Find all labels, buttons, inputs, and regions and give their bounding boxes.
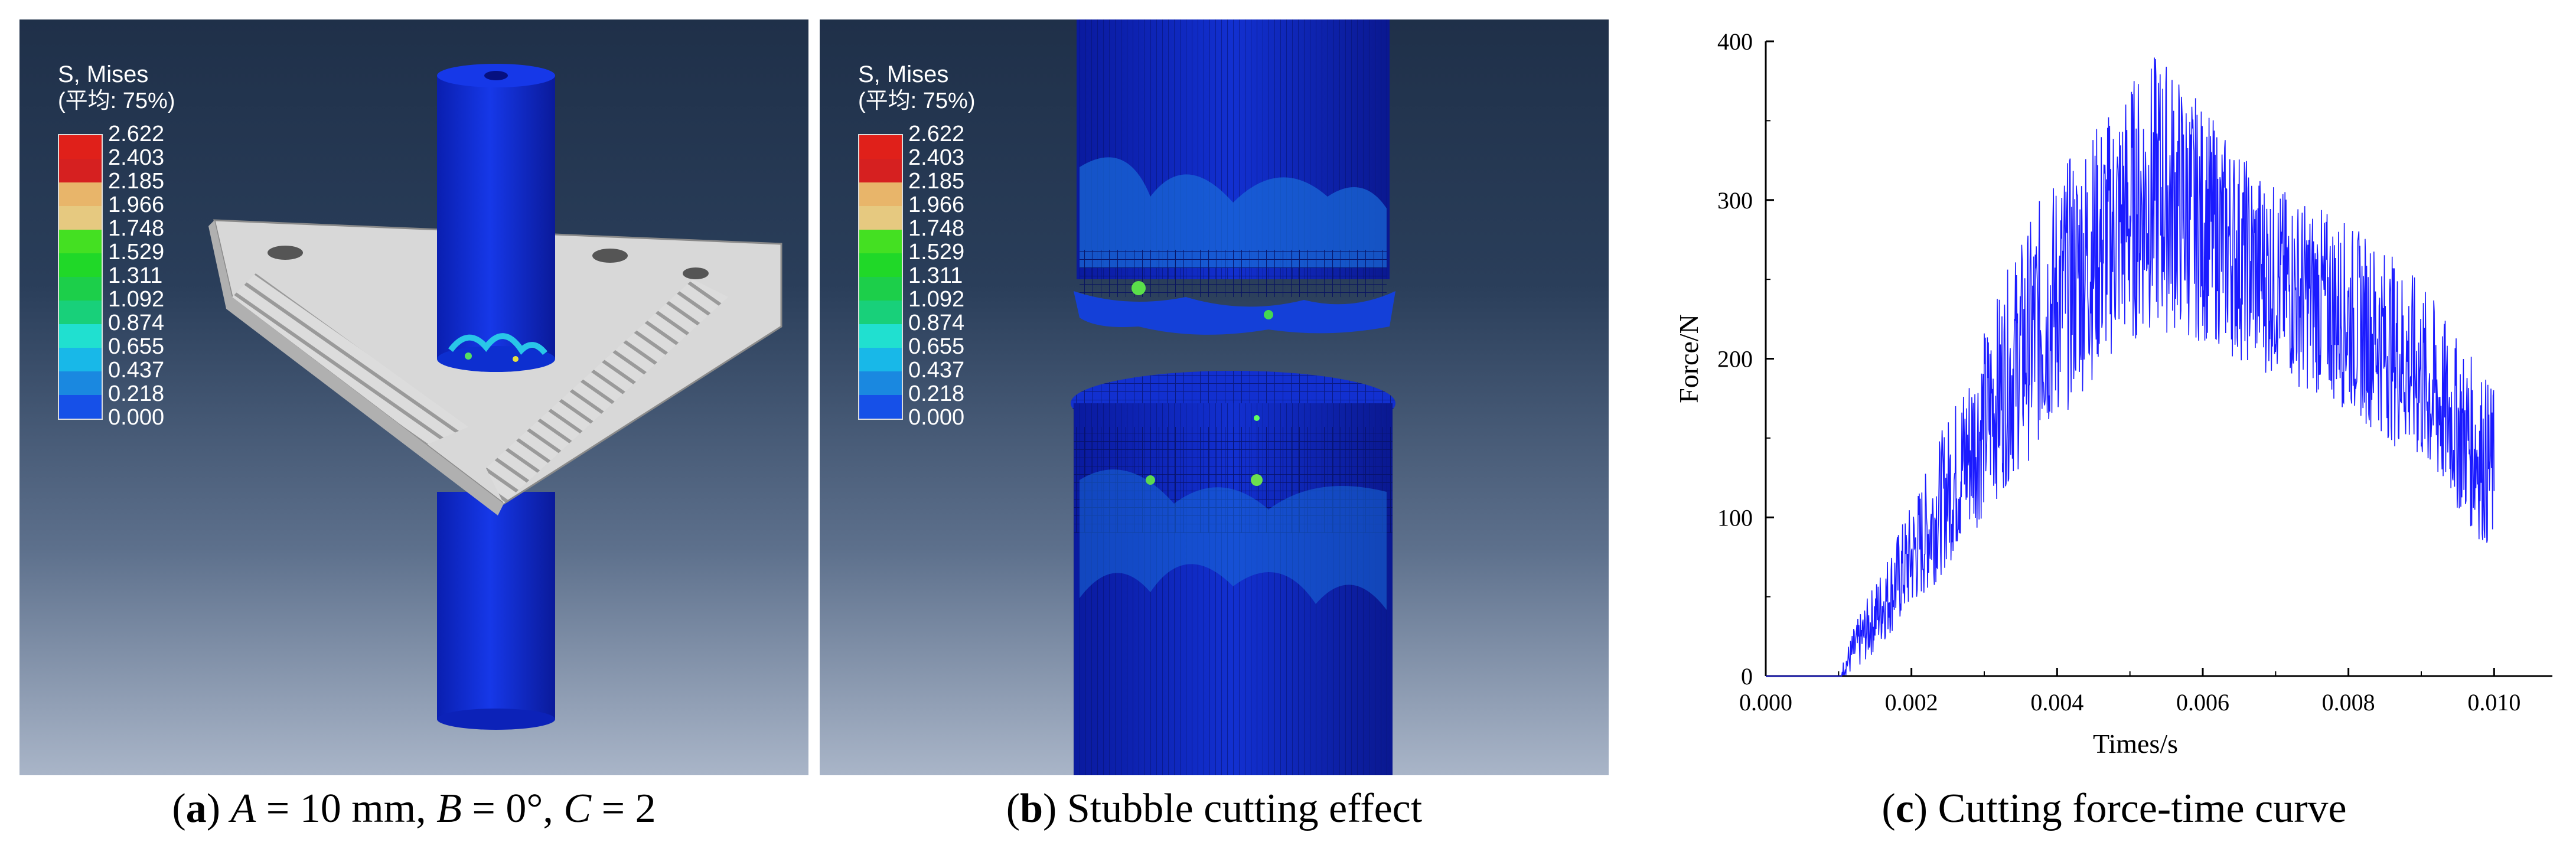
y-tick-label: 300 — [1717, 187, 1753, 214]
y-axis-label: Force/N — [1674, 314, 1704, 403]
legend-value: 1.966 — [908, 192, 965, 217]
x-tick-label: 0.004 — [2030, 689, 2083, 716]
legend-swatch — [859, 324, 902, 348]
legend-value: 1.748 — [908, 216, 965, 241]
legend-value: 1.311 — [108, 263, 163, 288]
caption-b: (b) Stubble cutting effect — [1006, 786, 1423, 831]
y-tick-label: 100 — [1717, 504, 1753, 531]
legend-value: 0.874 — [908, 311, 965, 335]
legend-value: 0.874 — [108, 311, 165, 335]
legend-swatch — [859, 159, 902, 182]
legend-swatch — [59, 371, 102, 395]
legend-swatch — [59, 206, 102, 230]
stress-legend-b: S, Mises (平均: 75%) 2.622 2.403 2.185 — [858, 61, 975, 429]
x-tick-label: 0.000 — [1739, 689, 1792, 716]
x-tick-label: 0.010 — [2467, 689, 2520, 716]
legend-value: 0.218 — [108, 381, 165, 406]
y-tick-label: 200 — [1717, 346, 1753, 373]
legend-title: S, Mises — [58, 61, 149, 87]
x-axis-label: Times/s — [2093, 729, 2178, 759]
legend-swatch — [59, 395, 102, 419]
legend-swatch — [59, 253, 102, 277]
simulation-model-b — [1071, 19, 1395, 775]
legend-value: 0.218 — [908, 381, 965, 406]
legend-value: 2.185 — [908, 169, 965, 194]
caption-c: (c) Cutting force-time curve — [1882, 786, 2347, 831]
legend-subtitle: (平均: 75%) — [58, 89, 175, 113]
simulation-panel-b: S, Mises (平均: 75%) 2.622 2.403 2.185 — [820, 19, 1609, 775]
legend-swatch — [859, 348, 902, 371]
legend-value: 0.437 — [108, 358, 165, 383]
legend-value: 2.403 — [908, 145, 965, 170]
legend-swatch — [859, 253, 902, 277]
legend-value: 1.311 — [908, 263, 963, 288]
legend-value: 2.403 — [108, 145, 165, 170]
legend-value: 0.655 — [108, 334, 165, 359]
y-tick-label: 0 — [1741, 663, 1753, 690]
force-series-line — [1766, 57, 2495, 677]
legend-value: 2.622 — [908, 122, 965, 146]
legend-color-bar — [58, 134, 103, 420]
legend-swatch — [59, 301, 102, 324]
legend-swatch — [859, 277, 902, 301]
legend-value: 1.529 — [908, 240, 965, 265]
legend-swatch — [859, 395, 902, 419]
stress-legend-a: S, Mises (平均: 75%) 2.622 2.403 2.185 — [58, 61, 175, 429]
legend-swatch — [59, 159, 102, 182]
legend-swatch — [59, 277, 102, 301]
legend-swatch — [859, 182, 902, 206]
legend-swatch — [59, 324, 102, 348]
legend-swatch — [59, 230, 102, 253]
legend-value: 2.185 — [108, 169, 165, 194]
legend-swatch — [59, 135, 102, 159]
legend-value: 0.000 — [908, 405, 965, 430]
legend-swatch — [59, 182, 102, 206]
legend-value: 2.622 — [108, 122, 165, 146]
x-tick-label: 0.002 — [1885, 689, 1938, 716]
legend-title: S, Mises — [858, 61, 949, 87]
force-time-chart: 0 100 200 300 400 0.000 0.002 0.004 0.006 0.008 0.… — [1674, 28, 2552, 759]
simulation-panel-a: S, Mises (平均: 75%) 2.622 2.403 2.185 — [19, 19, 808, 775]
legend-swatch — [859, 230, 902, 253]
legend-value: 1.966 — [108, 192, 165, 217]
simulation-model-a — [208, 64, 782, 730]
x-tick-label: 0.006 — [2176, 689, 2229, 716]
x-tick-label: 0.008 — [2322, 689, 2375, 716]
legend-value: 1.529 — [108, 240, 165, 265]
legend-swatch — [59, 348, 102, 371]
legend-swatch — [859, 135, 902, 159]
legend-swatch — [859, 206, 902, 230]
legend-value: 1.092 — [908, 287, 965, 312]
legend-color-bar — [858, 134, 903, 420]
legend-subtitle: (平均: 75%) — [858, 89, 976, 113]
legend-swatch — [859, 301, 902, 324]
legend-value: 1.748 — [108, 216, 165, 241]
y-tick-label: 400 — [1717, 28, 1753, 55]
legend-value: 1.092 — [108, 287, 165, 312]
caption-a: (a) A = 10 mm, B = 0°, C = 2 — [172, 786, 656, 831]
legend-value: 0.655 — [908, 334, 965, 359]
legend-value: 0.437 — [908, 358, 965, 383]
legend-value: 0.000 — [108, 405, 165, 430]
legend-swatch — [859, 371, 902, 395]
